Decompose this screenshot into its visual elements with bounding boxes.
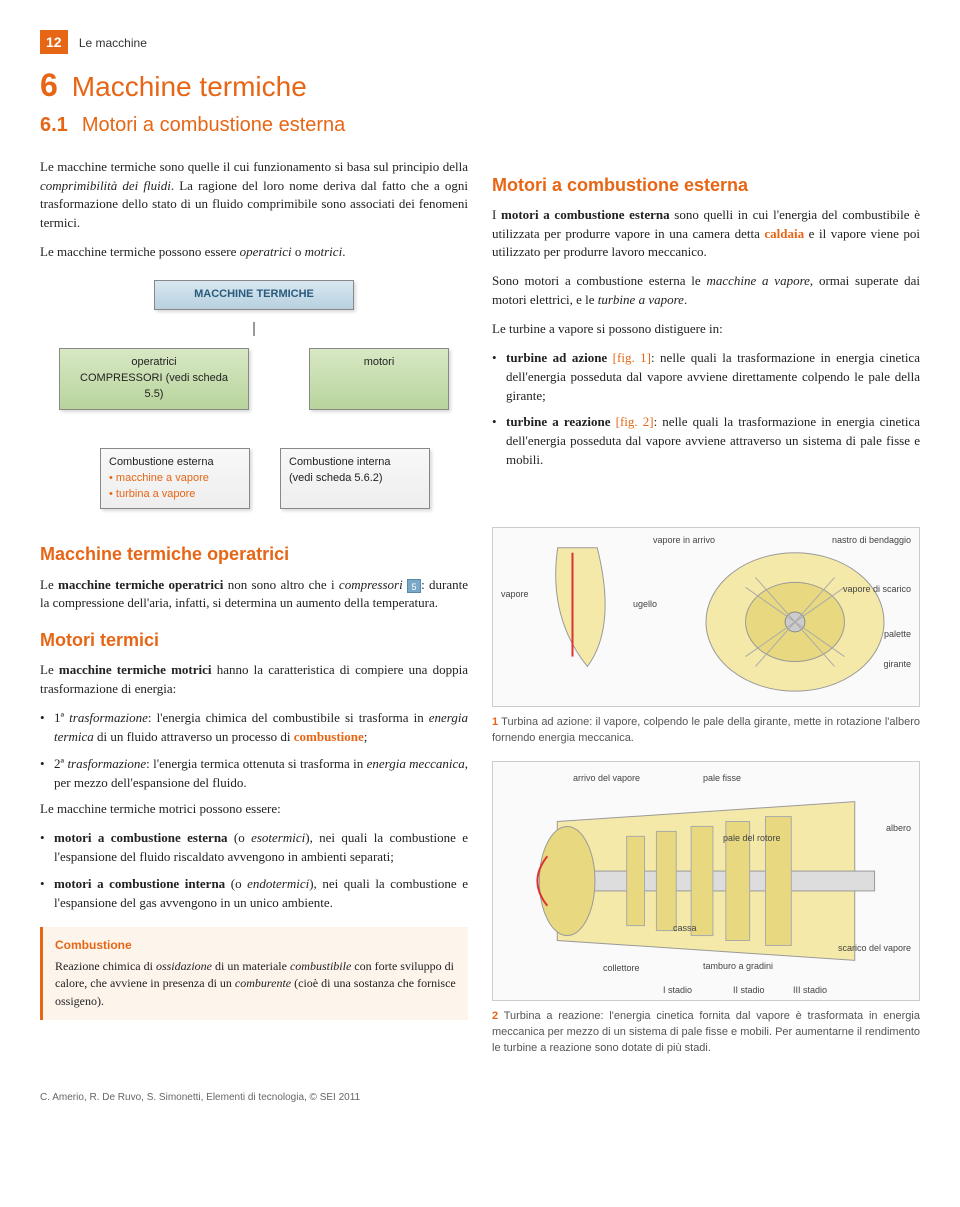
operatrici-p: Le macchine termiche operatrici non sono…	[40, 576, 468, 614]
fc-sub-right: Combustione interna (vedi scheda 5.6.2)	[280, 448, 430, 510]
chapter-heading: 6 Macchine termiche	[40, 62, 920, 108]
section-heading: 6.1 Motori a combustione esterna	[40, 111, 920, 140]
figure-2-caption: 2 Turbina a reazione: l'energia cinetica…	[492, 1009, 920, 1057]
esterna-p3: Le turbine a vapore si possono distiguer…	[492, 320, 920, 339]
fc-right: motori	[309, 348, 449, 410]
esterna-heading: Motori a combustione esterna	[492, 172, 920, 198]
motori-p2: Le macchine termiche motrici possono ess…	[40, 800, 468, 819]
turbine-action-icon	[493, 528, 919, 706]
figure-1-caption: 1 Turbina ad azione: il vapore, colpendo…	[492, 715, 920, 747]
list-item: 2ª trasformazione: l'energia termica ott…	[40, 755, 468, 793]
list-item: motori a combustione interna (o endoterm…	[40, 875, 468, 913]
list-item: turbine a reazione [fig. 2]: nelle quali…	[492, 413, 920, 470]
section-title: Motori a combustione esterna	[82, 111, 345, 140]
right-column: Motori a combustione esterna I motori a …	[492, 158, 920, 522]
motori-heading: Motori termici	[40, 627, 468, 653]
esterna-list: turbine ad azione [fig. 1]: nelle quali …	[492, 349, 920, 470]
page-number: 12	[40, 30, 68, 54]
flowchart: MACCHINE TERMICHE operatrici COMPRESSORI…	[40, 280, 468, 510]
lower-right: vapore vapore in arrivo nastro di bendag…	[492, 527, 920, 1071]
figure-1: vapore vapore in arrivo nastro di bendag…	[492, 527, 920, 707]
list-item: motori a combustione esterna (o esotermi…	[40, 829, 468, 867]
definition-box: Combustione Reazione chimica di ossidazi…	[40, 927, 468, 1021]
motori-p1: Le macchine termiche motrici hanno la ca…	[40, 661, 468, 699]
ref-icon: 5	[407, 579, 421, 593]
intro-p2: Le macchine termiche possono essere oper…	[40, 243, 468, 262]
chapter-title: Macchine termiche	[72, 67, 307, 108]
lower-columns: Macchine termiche operatrici Le macchine…	[40, 527, 920, 1071]
fc-sub-left: Combustione esterna • macchine a vapore …	[100, 448, 250, 510]
esterna-p1: I motori a combustione esterna sono quel…	[492, 206, 920, 263]
fc-root: MACCHINE TERMICHE	[154, 280, 354, 310]
top-columns: Le macchine termiche sono quelle il cui …	[40, 158, 920, 522]
left-column: Le macchine termiche sono quelle il cui …	[40, 158, 468, 522]
intro-p1: Le macchine termiche sono quelle il cui …	[40, 158, 468, 233]
motori-list1: 1ª trasformazione: l'energia chimica del…	[40, 709, 468, 792]
page-footer: C. Amerio, R. De Ruvo, S. Simonetti, Ele…	[40, 1091, 920, 1106]
page-header: 12 Le macchine	[40, 30, 920, 54]
list-item: turbine ad azione [fig. 1]: nelle quali …	[492, 349, 920, 406]
esterna-p2: Sono motori a combustione esterna le mac…	[492, 272, 920, 310]
section-number: 6.1	[40, 111, 68, 140]
operatrici-heading: Macchine termiche operatrici	[40, 541, 468, 567]
list-item: 1ª trasformazione: l'energia chimica del…	[40, 709, 468, 747]
motori-list2: motori a combustione esterna (o esotermi…	[40, 829, 468, 912]
section-label: Le macchine	[79, 36, 147, 50]
lower-left: Macchine termiche operatrici Le macchine…	[40, 527, 468, 1071]
chapter-number: 6	[40, 62, 58, 108]
def-text: Reazione chimica di ossidazione di un ma…	[55, 958, 456, 1010]
fc-left: operatrici COMPRESSORI (vedi scheda 5.5)	[59, 348, 249, 410]
def-title: Combustione	[55, 937, 456, 954]
figure-2: arrivo del vapore pale fisse albero pale…	[492, 761, 920, 1001]
